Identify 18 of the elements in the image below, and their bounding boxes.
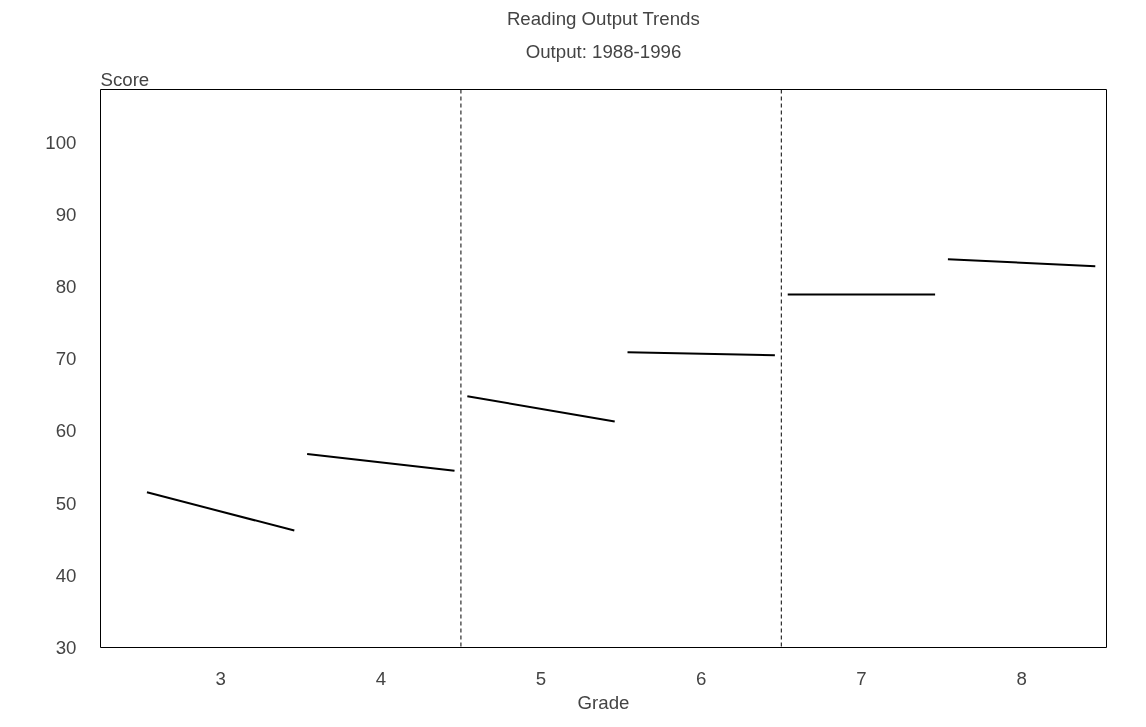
y-axis-title: Score [100, 68, 150, 90]
y-tick-label: 80 [55, 276, 77, 298]
x-tick-label: 7 [856, 667, 867, 689]
x-tick-label: 6 [696, 667, 707, 689]
chart-title: Reading Output Trends [506, 7, 700, 29]
x-tick-label: 4 [375, 667, 387, 689]
x-tick-label: 5 [535, 667, 547, 689]
y-tick-label: 100 [45, 131, 77, 153]
y-tick-label: 90 [55, 203, 77, 225]
y-tick-label: 70 [55, 348, 77, 370]
y-tick-label: 60 [55, 420, 77, 442]
y-tick-label: 50 [55, 492, 77, 514]
x-tick-label: 8 [1016, 667, 1027, 689]
x-tick-label: 3 [215, 667, 226, 689]
x-axis-title: Grade [577, 691, 630, 713]
y-tick-label: 40 [55, 564, 77, 586]
y-tick-label: 30 [55, 637, 77, 658]
chart-subtitle: Output: 1988-1996 [525, 40, 682, 62]
